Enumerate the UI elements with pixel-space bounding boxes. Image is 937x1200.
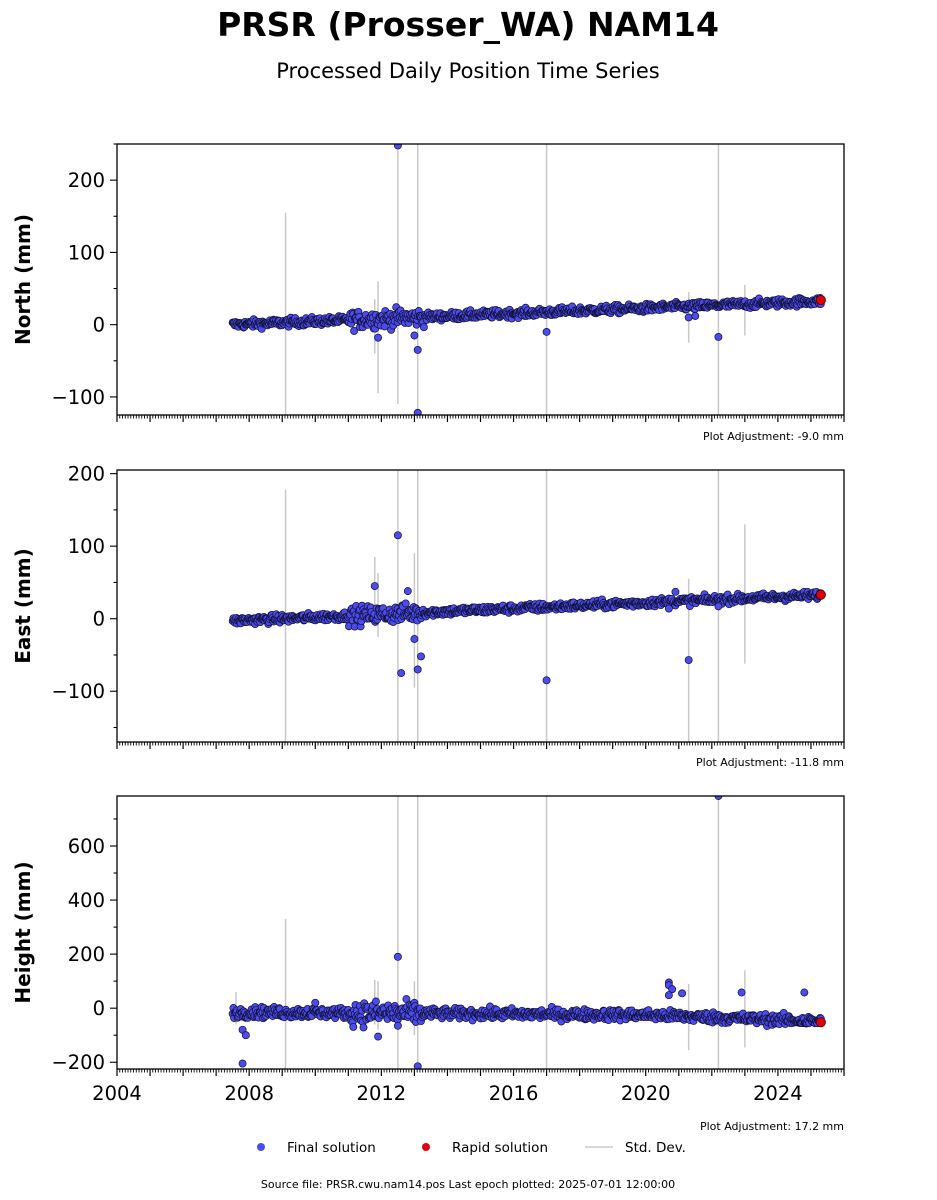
final-solution-outlier <box>714 333 723 341</box>
final-solution-outlier <box>678 989 687 998</box>
final-solution-outlier <box>671 587 680 596</box>
y-ticks: 200 100 0 −100 <box>51 143 117 409</box>
plot-adjustment-height: Plot Adjustment: 17.2 mm <box>700 1120 844 1133</box>
final-solution-outlier <box>393 144 402 150</box>
rapid-solution-point <box>815 589 826 600</box>
legend-final-marker <box>257 1143 265 1151</box>
final-solution-outlier <box>241 1031 250 1040</box>
final-solution-outlier <box>393 1021 402 1030</box>
final-solution-outlier <box>413 408 422 415</box>
final-solution-point <box>419 323 428 332</box>
final-solution-outlier <box>684 313 693 322</box>
plot-area <box>228 796 826 1069</box>
panel-frame <box>116 795 845 1070</box>
panel-east: 200 100 0 −100 East (mm) Plot Adjustment: -11… <box>11 463 845 769</box>
y-tick-label: 100 <box>68 535 105 558</box>
final-solution-outlier <box>800 988 809 997</box>
x-tick-label: 2020 <box>621 1082 671 1105</box>
y-axis-label-height: Height (mm) <box>11 861 35 1003</box>
legend-rapid-marker <box>422 1143 430 1151</box>
final-solution-series <box>228 294 825 335</box>
panels: 200 100 0 −100 North (mm) Plot Adjustment: -9… <box>11 143 845 1133</box>
final-solution-outlier <box>374 333 383 342</box>
panel-frame <box>116 143 845 416</box>
y-tick-label: −100 <box>51 386 105 409</box>
final-solution-outlier <box>311 998 320 1007</box>
final-solution-outlier <box>691 312 700 320</box>
y-tick-label: 0 <box>93 314 105 337</box>
chart-title: PRSR (Prosser_WA) NAM14 <box>217 5 719 44</box>
final-solution-outlier <box>413 665 422 674</box>
final-solution-outlier <box>403 587 412 596</box>
final-solution-outlier <box>668 985 677 994</box>
rapid-solution-point <box>815 295 826 306</box>
rapid-solution-point <box>815 1017 826 1028</box>
final-solution-outlier <box>684 656 693 664</box>
x-tick-label: 2012 <box>357 1082 407 1105</box>
final-solution-point <box>401 599 410 608</box>
plot-adjustment-east: Plot Adjustment: -11.8 mm <box>696 756 844 769</box>
y-axis-label-east: East (mm) <box>11 548 35 664</box>
final-solution-outlier <box>413 346 422 354</box>
x-tick-label: 2004 <box>92 1082 142 1105</box>
source-note: Source file: PRSR.cwu.nam14.pos Last epo… <box>261 1178 675 1191</box>
final-solution-outlier <box>664 604 673 613</box>
x-ticks <box>116 415 845 422</box>
y-tick-label: 100 <box>68 241 105 264</box>
final-solution-outlier <box>410 635 419 643</box>
final-solution-point <box>350 327 359 335</box>
y-ticks: 600 400 200 0 −200 <box>51 818 117 1074</box>
y-tick-label: 0 <box>93 608 105 631</box>
y-axis-label-north: North (mm) <box>11 214 35 345</box>
final-solution-series <box>228 587 825 631</box>
final-solution-series <box>228 995 825 1032</box>
final-solution-outlier <box>417 652 425 661</box>
plot-adjustment-north: Plot Adjustment: -9.0 mm <box>703 430 844 443</box>
y-tick-label: −200 <box>51 1051 105 1074</box>
final-solution-outlier <box>542 676 551 685</box>
panel-height: 2004 2008 2012 2016 2020 2024 600 400 200 0 −200 He… <box>11 795 845 1133</box>
final-solution-point <box>349 1022 358 1031</box>
y-tick-label: 400 <box>68 889 105 912</box>
final-solution-outlier <box>413 1062 422 1069</box>
final-solution-outlier <box>370 582 379 591</box>
plot-area <box>228 470 826 742</box>
y-tick-label: 600 <box>68 835 105 858</box>
final-solution-outlier <box>737 988 746 997</box>
final-solution-outlier <box>664 991 673 1000</box>
panel-north: 200 100 0 −100 North (mm) Plot Adjustment: -9… <box>11 143 845 443</box>
legend-rapid-label: Rapid solution <box>452 1140 548 1156</box>
final-solution-outlier <box>542 327 551 336</box>
x-ticks: 2004 2008 2012 2016 2020 2024 <box>92 1069 845 1105</box>
final-solution-outlier <box>714 602 723 611</box>
legend-std-label: Std. Dev. <box>625 1140 686 1156</box>
final-solution-outlier <box>374 1032 383 1041</box>
x-ticks <box>116 742 845 749</box>
final-solution-outlier <box>410 331 419 340</box>
y-ticks: 200 100 0 −100 <box>51 463 117 729</box>
final-solution-outlier <box>393 531 402 540</box>
legend: Final solution Rapid solution Std. Dev. <box>257 1140 686 1156</box>
final-solution-point <box>359 1023 368 1032</box>
y-tick-label: −100 <box>51 680 105 703</box>
plot-area <box>228 144 826 415</box>
y-tick-label: 200 <box>68 463 105 486</box>
final-solution-point <box>371 997 380 1006</box>
y-tick-label: 200 <box>68 169 105 192</box>
x-tick-label: 2024 <box>753 1082 803 1105</box>
x-tick-label: 2016 <box>489 1082 539 1105</box>
final-solution-outlier <box>393 952 402 961</box>
chart-subtitle: Processed Daily Position Time Series <box>276 59 660 83</box>
final-solution-outlier <box>238 1059 247 1068</box>
legend-final-label: Final solution <box>287 1140 376 1156</box>
final-solution-point <box>380 322 389 331</box>
final-solution-point <box>402 995 411 1004</box>
y-tick-label: 0 <box>93 997 105 1020</box>
final-solution-outlier <box>397 669 406 678</box>
y-tick-label: 200 <box>68 943 105 966</box>
x-tick-label: 2008 <box>224 1082 274 1105</box>
